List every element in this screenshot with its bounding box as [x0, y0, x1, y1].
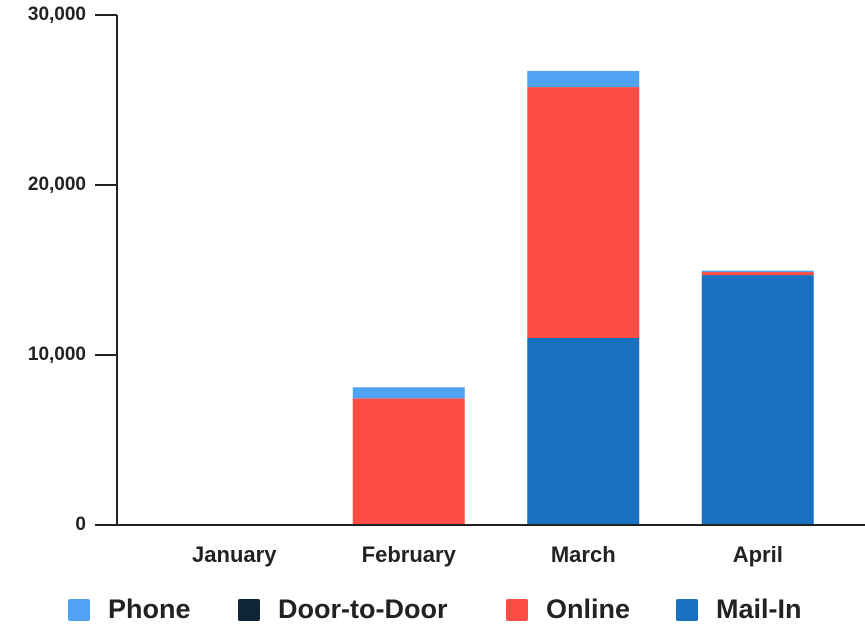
bar-segment — [352, 398, 465, 525]
x-tick-label: February — [362, 542, 457, 567]
legend-label: Door-to-Door — [278, 594, 448, 624]
bar-segment — [527, 70, 640, 88]
y-tick-label: 10,000 — [28, 344, 86, 365]
legend-label: Mail-In — [716, 594, 802, 624]
bar-segment — [352, 387, 465, 399]
bar-segment — [701, 275, 814, 525]
bar-segment — [701, 272, 814, 276]
y-tick-label: 20,000 — [28, 174, 86, 195]
y-tick-label: 30,000 — [28, 4, 86, 25]
legend-swatch — [676, 599, 698, 621]
legend-swatch — [68, 599, 90, 621]
x-tick-label: April — [733, 542, 783, 567]
legend-swatch — [506, 599, 528, 621]
bar-segment — [527, 338, 640, 525]
x-tick-label: March — [551, 542, 616, 567]
y-tick-label: 0 — [75, 514, 86, 535]
legend-label: Phone — [108, 594, 191, 624]
legend-swatch — [238, 599, 260, 621]
bar-segment — [527, 87, 640, 338]
x-tick-label: January — [192, 542, 277, 567]
bar-segment — [701, 270, 814, 273]
legend-label: Online — [546, 594, 630, 624]
